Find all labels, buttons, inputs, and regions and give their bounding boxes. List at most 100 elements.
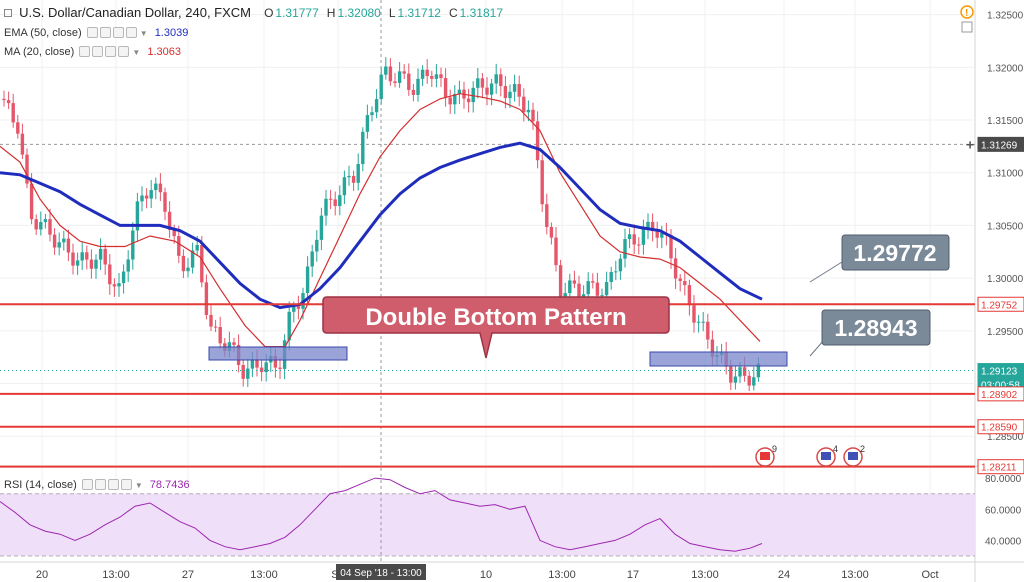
candle-body: [517, 84, 521, 97]
level-callout-2-label: 1.28943: [834, 315, 917, 341]
us-flag-icon[interactable]: 4: [816, 444, 838, 467]
candle-body: [545, 204, 549, 227]
candle-body: [614, 271, 618, 273]
candle-body: [388, 66, 393, 82]
candle-body: [526, 109, 531, 113]
candle-body: [209, 314, 213, 327]
candle-body: [278, 367, 282, 369]
candle-body: [186, 267, 190, 272]
candle-body: [356, 164, 360, 183]
candle-body: [733, 376, 738, 383]
candle-body: [135, 201, 140, 231]
ema-value: 1.3039: [154, 27, 189, 39]
time-tick-label: 20: [36, 569, 48, 581]
us-flag-icon[interactable]: 2: [843, 444, 865, 467]
candle-body: [62, 238, 66, 243]
candle-body: [338, 195, 342, 206]
candle-body: [117, 283, 121, 287]
price-tag-label: 03:00:58: [981, 381, 1020, 392]
close-icon[interactable]: [107, 479, 119, 490]
candle-body: [522, 96, 526, 113]
close-icon[interactable]: [112, 27, 124, 38]
collapse-icon[interactable]: [4, 9, 12, 17]
candle-body: [448, 97, 452, 105]
candle-body: [397, 71, 402, 83]
time-tick-label: 27: [182, 569, 194, 581]
candle-body: [48, 219, 52, 235]
candle-body: [167, 211, 172, 230]
candle-body: [407, 73, 411, 90]
candle-body: [264, 362, 268, 373]
rsi-tick-label: 60.0000: [985, 505, 1022, 516]
candle-body: [131, 230, 135, 260]
candle-body: [246, 368, 250, 379]
price-tick-label: 1.31500: [987, 116, 1024, 127]
ohlc-values: O 1.31777 H 1.32080 L 1.31712 C 1.31817: [264, 6, 511, 20]
candle-body: [710, 339, 715, 357]
chevron-down-icon[interactable]: ▼: [132, 48, 141, 57]
candle-body: [586, 281, 590, 295]
candle-body: [310, 251, 314, 267]
candle-body: [752, 377, 756, 386]
settings-gear-icon[interactable]: [92, 46, 104, 57]
time-axis: 2013:002713:00Se1013:001713:002413:00Oct…: [36, 564, 939, 581]
warning-icon[interactable]: !: [960, 5, 974, 19]
price-tag-label: 1.29752: [981, 300, 1018, 311]
visibility-icon[interactable]: [79, 46, 91, 57]
rsi-tick-label: 80.0000: [985, 474, 1022, 485]
more-icon[interactable]: [120, 479, 132, 490]
settings-gear-icon[interactable]: [94, 479, 106, 490]
candle-body: [646, 221, 650, 229]
candle-body: [604, 282, 609, 296]
candle-body: [177, 236, 181, 256]
visibility-icon[interactable]: [81, 479, 93, 490]
candle-body: [370, 112, 374, 116]
rsi-band: [0, 493, 975, 556]
crosshair-time-tag: [336, 564, 426, 580]
bottom-zone-2: [649, 351, 788, 367]
candle-body: [673, 258, 678, 279]
bottom-zone-1: [208, 346, 348, 361]
candle-body: [57, 242, 61, 248]
canada-flag-icon[interactable]: 9: [755, 444, 777, 467]
candle-body: [683, 281, 687, 286]
price-tick-label: 1.29500: [987, 327, 1024, 338]
candle-body: [232, 342, 236, 345]
close-icon[interactable]: [105, 46, 117, 57]
candle-body: [660, 233, 664, 238]
candle-body: [618, 258, 623, 272]
candle-body: [420, 69, 425, 79]
price-tick-label: 1.32000: [987, 63, 1024, 74]
warning-mark: !: [965, 8, 968, 19]
event-count: 4: [833, 444, 838, 454]
candle-body: [347, 175, 351, 178]
candle-body: [627, 234, 632, 240]
price-tick-label: 1.30500: [987, 221, 1024, 232]
candle-body: [738, 367, 742, 377]
pane-menu-icon[interactable]: [961, 21, 973, 33]
candle-body: [361, 131, 365, 165]
price-axis: 1.32500 1.32000 1.31500 1.31000 1.30500 1.300…: [977, 11, 1024, 475]
candle-body: [89, 259, 94, 269]
candle-body: [471, 87, 475, 103]
candle-body: [696, 321, 701, 323]
candle-body: [641, 228, 646, 245]
settings-gear-icon[interactable]: [99, 27, 111, 38]
price-tag-label: 1.31269: [981, 140, 1018, 151]
candle-body: [443, 78, 448, 98]
chevron-down-icon[interactable]: ▼: [139, 29, 148, 38]
candle-body: [531, 109, 535, 122]
candle-body: [333, 199, 337, 206]
more-icon[interactable]: [125, 27, 137, 38]
candle-body: [241, 365, 245, 379]
visibility-icon[interactable]: [86, 27, 98, 38]
candle-body: [181, 255, 186, 272]
candle-body: [20, 133, 25, 155]
more-icon[interactable]: [118, 46, 130, 57]
candle-body: [637, 244, 641, 246]
candle-body: [687, 285, 692, 306]
chevron-down-icon[interactable]: ▼: [134, 481, 143, 490]
candle-body: [512, 84, 517, 92]
